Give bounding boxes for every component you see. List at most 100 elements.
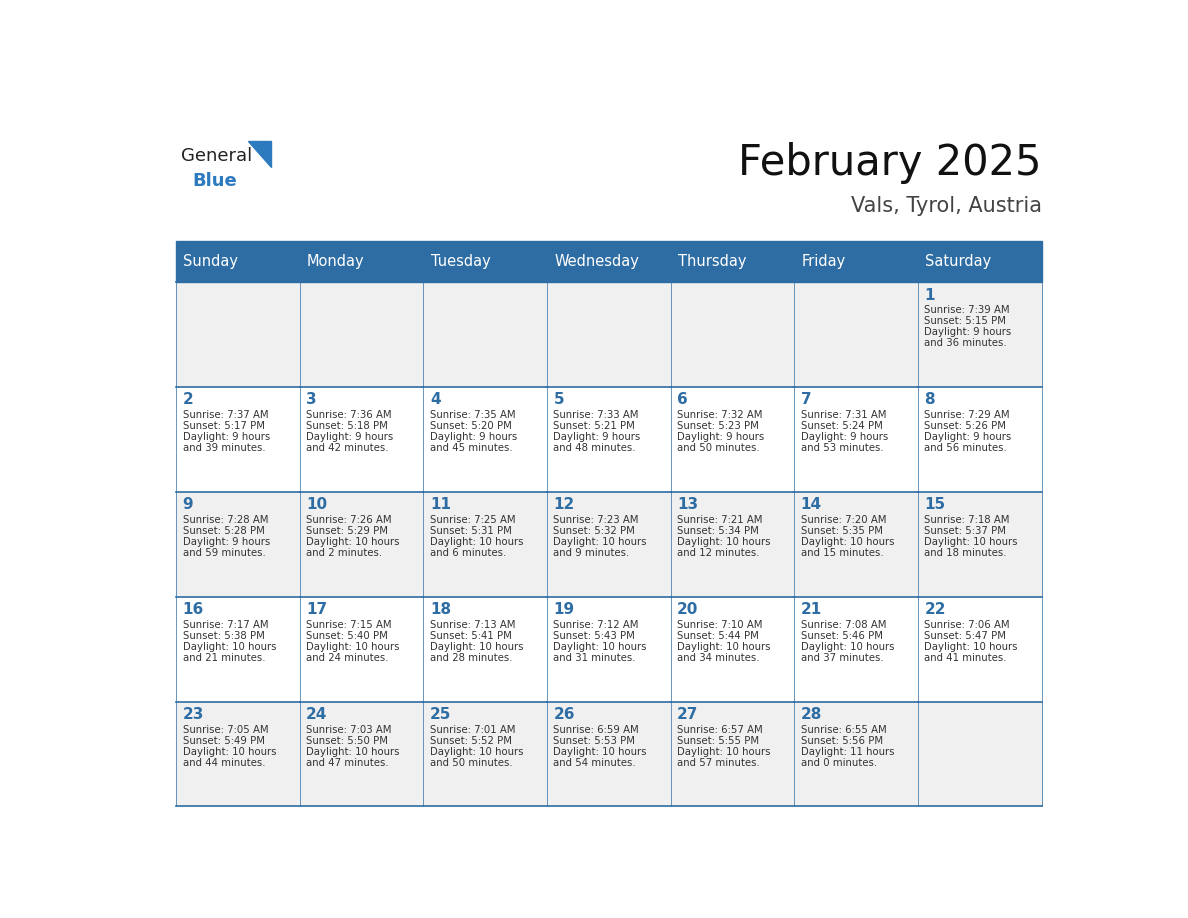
Bar: [299, 282, 423, 386]
Text: Friday: Friday: [802, 254, 846, 269]
Text: 21: 21: [801, 602, 822, 617]
Bar: [795, 701, 918, 806]
Text: 1: 1: [924, 287, 935, 303]
Bar: [546, 282, 671, 386]
Bar: [546, 492, 671, 597]
Bar: [795, 282, 918, 386]
Bar: [176, 386, 299, 492]
Text: 5: 5: [554, 393, 564, 408]
Text: Daylight: 10 hours: Daylight: 10 hours: [183, 746, 276, 756]
Text: Sunset: 5:52 PM: Sunset: 5:52 PM: [430, 736, 512, 745]
Text: and 42 minutes.: and 42 minutes.: [307, 443, 388, 453]
Text: and 34 minutes.: and 34 minutes.: [677, 653, 759, 663]
Text: Sunrise: 7:13 AM: Sunrise: 7:13 AM: [430, 620, 516, 630]
Text: and 12 minutes.: and 12 minutes.: [677, 548, 759, 558]
Bar: [671, 492, 795, 597]
Text: Sunset: 5:20 PM: Sunset: 5:20 PM: [430, 421, 512, 431]
Text: Sunday: Sunday: [183, 254, 239, 269]
Text: and 18 minutes.: and 18 minutes.: [924, 548, 1007, 558]
Text: 2: 2: [183, 393, 194, 408]
Text: 28: 28: [801, 707, 822, 722]
Text: Sunrise: 7:26 AM: Sunrise: 7:26 AM: [307, 515, 392, 525]
Text: 18: 18: [430, 602, 451, 617]
Bar: [176, 701, 299, 806]
Text: 12: 12: [554, 498, 575, 512]
Text: 11: 11: [430, 498, 450, 512]
Text: Sunset: 5:21 PM: Sunset: 5:21 PM: [554, 421, 636, 431]
Bar: [176, 282, 299, 386]
Text: 10: 10: [307, 498, 328, 512]
Bar: [671, 597, 795, 701]
Text: Sunset: 5:40 PM: Sunset: 5:40 PM: [307, 631, 388, 641]
Text: and 48 minutes.: and 48 minutes.: [554, 443, 636, 453]
Bar: [299, 386, 423, 492]
Text: Sunrise: 7:08 AM: Sunrise: 7:08 AM: [801, 620, 886, 630]
Text: Sunrise: 7:18 AM: Sunrise: 7:18 AM: [924, 515, 1010, 525]
Text: and 57 minutes.: and 57 minutes.: [677, 757, 760, 767]
Text: Sunset: 5:32 PM: Sunset: 5:32 PM: [554, 526, 636, 536]
Text: Sunset: 5:35 PM: Sunset: 5:35 PM: [801, 526, 883, 536]
Bar: [423, 492, 546, 597]
Text: and 15 minutes.: and 15 minutes.: [801, 548, 884, 558]
Text: and 9 minutes.: and 9 minutes.: [554, 548, 630, 558]
Text: 22: 22: [924, 602, 946, 617]
Text: Daylight: 10 hours: Daylight: 10 hours: [183, 642, 276, 652]
Text: 23: 23: [183, 707, 204, 722]
Text: Sunrise: 7:20 AM: Sunrise: 7:20 AM: [801, 515, 886, 525]
Bar: [299, 597, 423, 701]
Text: Daylight: 9 hours: Daylight: 9 hours: [924, 327, 1012, 337]
Text: Daylight: 10 hours: Daylight: 10 hours: [924, 642, 1018, 652]
Text: Daylight: 9 hours: Daylight: 9 hours: [554, 432, 640, 442]
Bar: [423, 282, 546, 386]
Text: 27: 27: [677, 707, 699, 722]
Text: Daylight: 10 hours: Daylight: 10 hours: [430, 537, 524, 547]
Text: Daylight: 10 hours: Daylight: 10 hours: [307, 537, 399, 547]
Text: Sunset: 5:56 PM: Sunset: 5:56 PM: [801, 736, 883, 745]
Text: and 6 minutes.: and 6 minutes.: [430, 548, 506, 558]
Text: Daylight: 10 hours: Daylight: 10 hours: [677, 642, 771, 652]
Text: and 28 minutes.: and 28 minutes.: [430, 653, 512, 663]
Text: Sunrise: 7:33 AM: Sunrise: 7:33 AM: [554, 410, 639, 420]
Text: 24: 24: [307, 707, 328, 722]
Text: and 47 minutes.: and 47 minutes.: [307, 757, 388, 767]
Bar: [546, 701, 671, 806]
Text: Sunset: 5:31 PM: Sunset: 5:31 PM: [430, 526, 512, 536]
Text: Daylight: 9 hours: Daylight: 9 hours: [924, 432, 1012, 442]
Text: Saturday: Saturday: [925, 254, 992, 269]
Text: Sunset: 5:23 PM: Sunset: 5:23 PM: [677, 421, 759, 431]
Text: 15: 15: [924, 498, 946, 512]
Text: Sunset: 5:18 PM: Sunset: 5:18 PM: [307, 421, 388, 431]
Text: Sunrise: 6:55 AM: Sunrise: 6:55 AM: [801, 725, 886, 734]
Text: and 59 minutes.: and 59 minutes.: [183, 548, 265, 558]
Polygon shape: [248, 140, 271, 167]
Text: Daylight: 10 hours: Daylight: 10 hours: [554, 746, 647, 756]
Text: and 24 minutes.: and 24 minutes.: [307, 653, 388, 663]
Text: Sunset: 5:34 PM: Sunset: 5:34 PM: [677, 526, 759, 536]
Text: 14: 14: [801, 498, 822, 512]
Bar: [918, 386, 1042, 492]
Text: and 53 minutes.: and 53 minutes.: [801, 443, 884, 453]
Text: Sunset: 5:15 PM: Sunset: 5:15 PM: [924, 316, 1006, 326]
Text: Daylight: 10 hours: Daylight: 10 hours: [430, 642, 524, 652]
Text: Sunset: 5:47 PM: Sunset: 5:47 PM: [924, 631, 1006, 641]
Bar: [671, 701, 795, 806]
Bar: [671, 282, 795, 386]
Text: General: General: [181, 147, 252, 165]
Text: Daylight: 10 hours: Daylight: 10 hours: [554, 537, 647, 547]
Text: Daylight: 10 hours: Daylight: 10 hours: [677, 746, 771, 756]
Text: Sunset: 5:43 PM: Sunset: 5:43 PM: [554, 631, 636, 641]
Text: Sunset: 5:53 PM: Sunset: 5:53 PM: [554, 736, 636, 745]
Text: Thursday: Thursday: [678, 254, 746, 269]
Text: 4: 4: [430, 393, 441, 408]
Text: and 31 minutes.: and 31 minutes.: [554, 653, 636, 663]
Text: Sunset: 5:24 PM: Sunset: 5:24 PM: [801, 421, 883, 431]
Text: Daylight: 10 hours: Daylight: 10 hours: [554, 642, 647, 652]
Text: Sunrise: 7:03 AM: Sunrise: 7:03 AM: [307, 725, 392, 734]
Text: Daylight: 10 hours: Daylight: 10 hours: [801, 537, 895, 547]
Text: 6: 6: [677, 393, 688, 408]
Bar: [299, 701, 423, 806]
Text: 25: 25: [430, 707, 451, 722]
Text: and 2 minutes.: and 2 minutes.: [307, 548, 383, 558]
Text: Sunrise: 7:31 AM: Sunrise: 7:31 AM: [801, 410, 886, 420]
Text: Sunrise: 7:12 AM: Sunrise: 7:12 AM: [554, 620, 639, 630]
